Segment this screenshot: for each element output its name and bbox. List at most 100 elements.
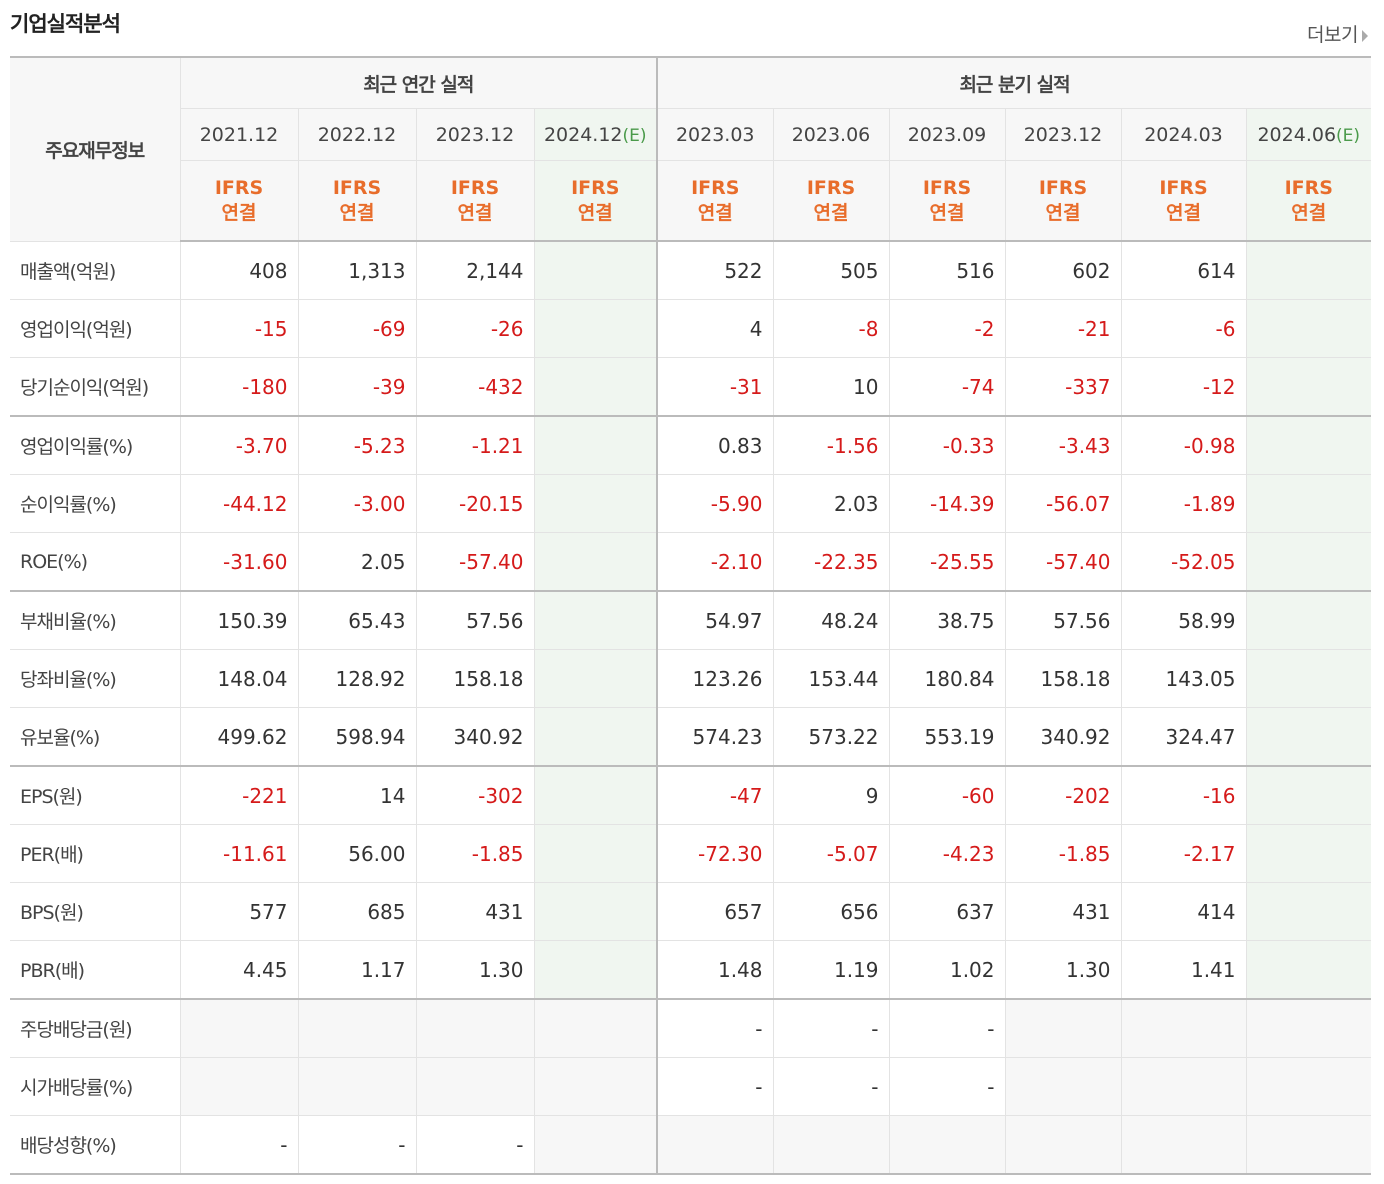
value-cell: -16 (1120, 766, 1246, 825)
more-link[interactable]: 더보기 (1307, 20, 1368, 47)
value-cell: -337 (1004, 357, 1121, 417)
value-cell: -180 (179, 357, 298, 417)
value-cell (1245, 532, 1372, 592)
value-cell (533, 591, 657, 650)
value-cell: 637 (888, 882, 1005, 941)
value-cell: - (888, 1057, 1005, 1116)
basis-consolidated: 연결 (1045, 201, 1081, 224)
value-cell (179, 1057, 298, 1116)
value-cell (1245, 416, 1372, 475)
table-row: PER(배) -11.61 56.00 -1.85 -72.30 -5.07 -4.23 -1… (10, 824, 1372, 883)
value-cell: -20.15 (415, 474, 534, 533)
row-label: 당좌비율(%) (10, 649, 180, 708)
table-row: PBR(배) 4.45 1.17 1.30 1.48 1.19 1.02 1.30 1.41 (10, 940, 1372, 1000)
table-row: 당좌비율(%) 148.04 128.92 158.18 123.26 153.44 180… (10, 649, 1372, 708)
value-cell (1245, 357, 1372, 417)
more-label: 더보기 (1307, 24, 1358, 46)
value-cell: 1.48 (656, 940, 773, 1000)
value-cell (533, 707, 657, 767)
value-cell: -3.70 (179, 416, 298, 475)
value-cell: -52.05 (1120, 532, 1246, 592)
value-cell (1245, 940, 1372, 1000)
basis-consolidated: 연결 (813, 201, 849, 224)
value-cell (533, 766, 657, 825)
period-header: 2023.12 (1004, 108, 1121, 161)
value-cell: 143.05 (1120, 649, 1246, 708)
value-cell: 602 (1004, 241, 1121, 300)
table-row: 당기순이익(억원) -180 -39 -432 -31 10 -74 -337 -12 (10, 357, 1372, 417)
value-cell: 2.05 (297, 532, 416, 592)
value-cell: - (888, 999, 1005, 1058)
quarter-group-header: 최근 분기 실적 (655, 56, 1372, 109)
value-cell: 499.62 (179, 707, 298, 767)
period-label: 2024.06 (1257, 123, 1337, 146)
basis-header: IFRS 연결 (179, 160, 298, 242)
estimate-mark: (E) (1336, 125, 1361, 146)
value-cell: 2.03 (772, 474, 889, 533)
value-cell (533, 649, 657, 708)
value-cell: -2.17 (1120, 824, 1246, 883)
value-cell: -432 (415, 357, 534, 417)
basis-consolidated: 연결 (339, 201, 375, 224)
value-cell: 431 (1004, 882, 1121, 941)
value-cell: 48.24 (772, 591, 889, 650)
value-cell: - (179, 1115, 298, 1175)
value-cell: 4.45 (179, 940, 298, 1000)
value-cell: 656 (772, 882, 889, 941)
value-cell: 123.26 (656, 649, 773, 708)
value-cell: 2,144 (415, 241, 534, 300)
value-cell: 577 (179, 882, 298, 941)
value-cell: -15 (179, 299, 298, 358)
basis-consolidated: 연결 (697, 201, 733, 224)
value-cell (1245, 1057, 1372, 1116)
table-row: BPS(원) 577 685 431 657 656 637 431 414 (10, 882, 1372, 941)
value-cell: -22.35 (772, 532, 889, 592)
value-cell: 324.47 (1120, 707, 1246, 767)
value-cell (533, 999, 657, 1058)
value-cell: -31.60 (179, 532, 298, 592)
period-header: 2022.12 (297, 108, 416, 161)
value-cell (1245, 824, 1372, 883)
basis-header: IFRS 연결 (888, 160, 1005, 242)
value-cell: -5.90 (656, 474, 773, 533)
table-row: 순이익률(%) -44.12 -3.00 -20.15 -5.90 2.03 -14.39-… (10, 474, 1372, 533)
row-label: 부채비율(%) (10, 591, 180, 650)
period-label: 2023.03 (675, 123, 755, 146)
basis-row: IFRS 연결 IFRS 연결 IFRS 연결 IFRS 연결 IFRS 연결 IFRS 연결 IFRS… (10, 160, 1372, 242)
value-cell: -25.55 (888, 532, 1005, 592)
value-cell: 65.43 (297, 591, 416, 650)
value-cell: -2 (888, 299, 1005, 358)
annual-group-header: 최근 연간 실적 (179, 56, 657, 109)
table-row: 부채비율(%) 150.39 65.43 57.56 54.97 48.24 38.75 57… (10, 591, 1372, 650)
basis-ifrs: IFRS (1038, 176, 1088, 199)
value-cell: -1.21 (415, 416, 534, 475)
value-cell (1004, 999, 1121, 1058)
value-cell: -12 (1120, 357, 1246, 417)
value-cell: -57.40 (415, 532, 534, 592)
table-row: 영업이익률(%) -3.70 -5.23 -1.21 0.83 -1.56 -0.33 -3.… (10, 416, 1372, 475)
row-label: 당기순이익(억원) (10, 357, 180, 417)
row-label-header: 주요재무정보 (10, 56, 180, 242)
period-label: 2024.03 (1144, 123, 1223, 146)
value-cell (1004, 1057, 1121, 1116)
value-cell: -1.89 (1120, 474, 1246, 533)
row-label: 시가배당률(%) (10, 1057, 180, 1116)
section-title: 기업실적분석 (10, 12, 121, 36)
value-cell: -0.33 (888, 416, 1005, 475)
basis-ifrs: IFRS (1284, 176, 1333, 199)
value-cell: -11.61 (179, 824, 298, 883)
value-cell (1120, 1115, 1246, 1175)
value-cell: -302 (415, 766, 534, 825)
table-body: 매출액(억원) 408 1,313 2,144 522 505 516 602 614 영업이익(… (10, 241, 1372, 1175)
basis-consolidated: 연결 (221, 201, 257, 224)
value-cell: 128.92 (297, 649, 416, 708)
row-label: 주당배당금(원) (10, 999, 180, 1058)
value-cell (656, 1115, 773, 1175)
row-label: EPS(원) (10, 766, 180, 825)
value-cell: 180.84 (888, 649, 1005, 708)
value-cell: 14 (297, 766, 416, 825)
value-cell: 148.04 (179, 649, 298, 708)
period-label: 2024.12 (543, 123, 623, 146)
value-cell: 685 (297, 882, 416, 941)
